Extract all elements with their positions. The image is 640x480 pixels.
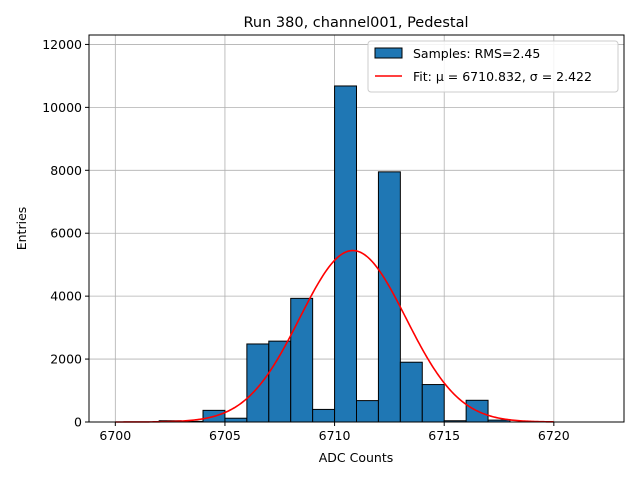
legend-fit-label: Fit: μ = 6710.832, σ = 2.422 (413, 69, 592, 84)
y-tick-label: 0 (74, 415, 82, 430)
x-tick-label: 6710 (319, 428, 351, 443)
x-tick-label: 6700 (99, 428, 131, 443)
x-tick-label: 6705 (209, 428, 241, 443)
y-tick-label: 2000 (50, 352, 82, 367)
histogram-bar (334, 85, 357, 423)
legend: Samples: RMS=2.45 Fit: μ = 6710.832, σ =… (367, 40, 619, 93)
histogram-bar (246, 343, 270, 423)
y-tick-label: 10000 (42, 100, 82, 115)
legend-samples-swatch (374, 47, 403, 59)
axis-ticks: 6700 6705 6710 6715 6720 0 2000 4000 6000 8000 100… (42, 37, 570, 443)
histogram-bar (224, 417, 248, 423)
histogram-bar (399, 361, 423, 423)
y-tick-label: 12000 (42, 37, 82, 52)
y-tick-label: 4000 (50, 289, 82, 304)
histogram-bar (377, 171, 401, 423)
x-tick-label: 6715 (428, 428, 460, 443)
legend-samples-label: Samples: RMS=2.45 (413, 46, 540, 61)
histogram-bars (158, 85, 511, 423)
fit-curve-layer (115, 249, 554, 423)
legend-box (367, 40, 619, 93)
axes-frame (88, 34, 625, 423)
x-tick-label: 6720 (538, 428, 570, 443)
histogram-bar (268, 340, 292, 423)
y-axis-label: Entries (14, 207, 29, 251)
chart-title: Run 380, channel001, Pedestal (243, 15, 468, 31)
histogram-bar (356, 400, 379, 423)
fit-curve (115, 249, 554, 423)
histogram-bar (290, 297, 314, 423)
x-axis-label: ADC Counts (319, 450, 394, 465)
y-tick-label: 6000 (50, 226, 82, 241)
histogram-bar (421, 384, 445, 423)
histogram-bar (312, 408, 336, 423)
y-tick-label: 8000 (50, 163, 82, 178)
